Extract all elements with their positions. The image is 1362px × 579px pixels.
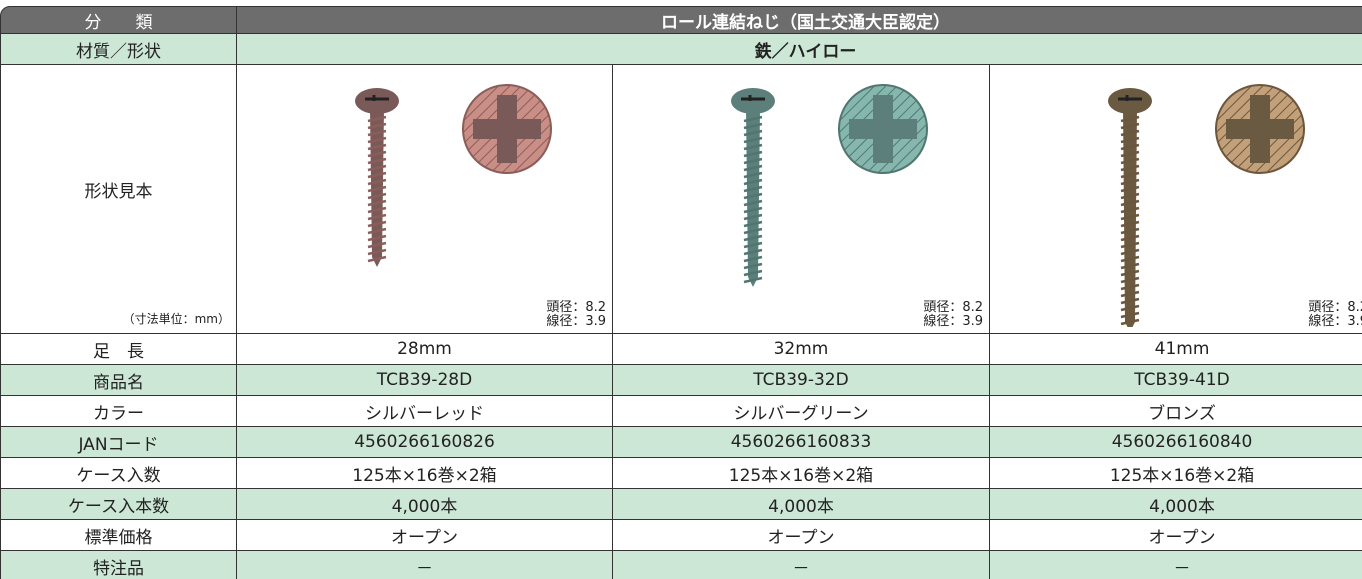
size-text: 線径：3.9: [923, 314, 983, 329]
spec-sheet: 分 類ロール連結ねじ（国土交通大臣認定） 材質／形状 鉄／ハイロー 形状見本 （寸法…: [0, 6, 1362, 579]
screw-svg: [1108, 84, 1305, 327]
spec-value: オープン: [237, 520, 613, 551]
shape-cell: 頭径：8.2線径：3.9: [990, 65, 1362, 334]
spec-table: 分 類ロール連結ねじ（国土交通大臣認定） 材質／形状 鉄／ハイロー 形状見本 （寸法…: [0, 6, 1362, 579]
row-label: ケース入本数: [0, 489, 237, 520]
spec-row: 標準価格 オープン オープン オープン: [0, 520, 1362, 551]
row-label: ケース入数: [0, 458, 237, 489]
row-label: JANコード: [0, 427, 237, 458]
row-label: 材質／形状: [0, 34, 237, 65]
category-label: 分 類: [0, 6, 237, 34]
spec-value: －: [237, 551, 613, 579]
shape-label-cell: 形状見本 （寸法単位：mm）: [0, 65, 237, 334]
unit-note: （寸法単位：mm）: [122, 312, 230, 326]
material-row: 材質／形状 鉄／ハイロー: [0, 34, 1362, 65]
spec-value: 4560266160840: [990, 427, 1362, 458]
screw-svg: [731, 84, 928, 287]
size-text: 線径：3.9: [546, 314, 606, 329]
spec-value: TCB39-41D: [990, 365, 1362, 396]
row-label: 商品名: [0, 365, 237, 396]
spec-value: －: [613, 551, 990, 579]
spec-row: ケース入本数 4,000本 4,000本 4,000本: [0, 489, 1362, 520]
header-row: 分 類ロール連結ねじ（国土交通大臣認定）: [0, 6, 1362, 34]
spec-row: カラー シルバーレッド シルバーグリーン ブロンズ: [0, 396, 1362, 427]
spec-value: 4,000本: [990, 489, 1362, 520]
spec-value: オープン: [990, 520, 1362, 551]
screw-svg: [355, 84, 552, 267]
spec-value: TCB39-28D: [237, 365, 613, 396]
spec-value: ブロンズ: [990, 396, 1362, 427]
spec-value: TCB39-32D: [613, 365, 990, 396]
spec-value: 4,000本: [613, 489, 990, 520]
spec-row: 特注品－－－: [0, 551, 1362, 579]
size-text: 頭径：8.2: [923, 300, 983, 315]
spec-row: 足 長 28mm 32mm 41mm: [0, 334, 1362, 365]
spec-value: シルバーレッド: [237, 396, 613, 427]
spec-row: 商品名 TCB39-28D TCB39-32D TCB39-41D: [0, 365, 1362, 396]
spec-value: シルバーグリーン: [613, 396, 990, 427]
spec-value: 4560266160826: [237, 427, 613, 458]
spec-row: ケース入数 125本×16巻×2箱 125本×16巻×2箱 125本×16巻×2箱: [0, 458, 1362, 489]
spec-value: 4560266160833: [613, 427, 990, 458]
spec-value: 32mm: [613, 334, 990, 365]
size-note: 頭径：8.2線径：3.9: [1308, 301, 1362, 329]
spec-row: JANコード 4560266160826 4560266160833 45602661…: [0, 427, 1362, 458]
spec-value: 41mm: [990, 334, 1362, 365]
row-label: 標準価格: [0, 520, 237, 551]
product-title: ロール連結ねじ（国土交通大臣認定）: [237, 6, 1362, 34]
spec-value: 125本×16巻×2箱: [237, 458, 613, 489]
row-label: 形状見本: [84, 182, 153, 202]
size-text: 線径：3.9: [1308, 314, 1362, 329]
row-label: 特注品: [0, 551, 237, 579]
size-text: 頭径：8.2: [1308, 300, 1362, 315]
spec-value: 125本×16巻×2箱: [613, 458, 990, 489]
spec-value: オープン: [613, 520, 990, 551]
spec-value: 125本×16巻×2箱: [990, 458, 1362, 489]
spec-value: 4,000本: [237, 489, 613, 520]
spec-value: 28mm: [237, 334, 613, 365]
shape-row: 形状見本 （寸法単位：mm） 頭径：8.2 線径：3.9 頭径：8.2 線径：3.9 …: [0, 65, 1362, 334]
size-text: 頭径：8.2: [546, 300, 606, 315]
spec-value: －: [990, 551, 1362, 579]
row-label: 足 長: [0, 334, 237, 365]
material-value: 鉄／ハイロー: [237, 34, 1362, 65]
row-label: カラー: [0, 396, 237, 427]
